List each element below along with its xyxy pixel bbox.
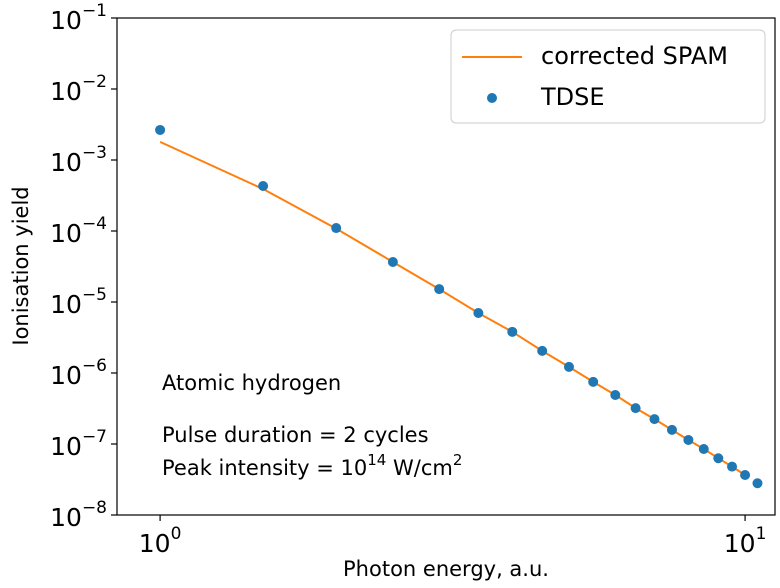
annotation-superscript: 14 — [367, 451, 386, 469]
data-point — [434, 284, 445, 295]
data-point — [683, 434, 694, 445]
y-tick-label-exponent: −2 — [82, 72, 107, 92]
data-point — [740, 469, 751, 480]
annotation-text: W/cm — [386, 456, 453, 480]
annotation: Peak intensity = 1014 W/cm2 — [162, 451, 462, 481]
data-point — [666, 424, 677, 435]
data-point — [698, 444, 709, 455]
y-tick-label-base: 10 — [50, 432, 82, 461]
data-point — [155, 124, 166, 135]
legend-marker — [487, 93, 497, 103]
y-tick-label-exponent: −1 — [82, 1, 107, 21]
data-point — [610, 389, 621, 400]
y-tick-label-exponent: −8 — [82, 498, 107, 518]
y-tick-label-base: 10 — [50, 503, 82, 532]
y-tick-label-exponent: −7 — [82, 427, 107, 447]
y-tick-label: 10−5 — [50, 285, 107, 319]
data-point — [331, 223, 342, 234]
y-tick-label-base: 10 — [50, 219, 82, 248]
data-point — [727, 461, 738, 472]
data-point — [563, 361, 574, 372]
x-tick-label: 101 — [724, 524, 767, 558]
annotation-text: Pulse duration = 2 cycles — [162, 423, 429, 447]
data-point — [387, 256, 398, 267]
data-point — [537, 345, 548, 356]
y-tick-label-exponent: −5 — [82, 285, 107, 305]
y-tick-label: 10−6 — [50, 356, 107, 390]
y-tick-label-base: 10 — [50, 6, 82, 35]
data-point — [713, 453, 724, 464]
legend-box — [450, 29, 766, 124]
x-tick-label-base: 10 — [724, 529, 756, 558]
y-tick-label-exponent: −3 — [82, 143, 107, 163]
data-point — [752, 478, 763, 489]
annotation: Pulse duration = 2 cycles — [162, 423, 429, 447]
y-tick-label: 10−2 — [50, 72, 107, 106]
y-tick-label-base: 10 — [50, 290, 82, 319]
x-tick-label: 100 — [139, 524, 182, 558]
plot-frame — [116, 17, 776, 516]
y-tick-label: 10−7 — [50, 427, 107, 461]
data-point — [507, 326, 518, 337]
legend-label: TDSE — [540, 83, 605, 111]
y-tick-label-exponent: −4 — [82, 214, 107, 234]
x-tick-label-exponent: 1 — [756, 524, 767, 544]
y-tick-label: 10−1 — [50, 1, 107, 35]
x-axis-label: Photon energy, a.u. — [343, 557, 549, 581]
data-point — [258, 181, 269, 192]
annotation-superscript: 2 — [453, 451, 463, 469]
annotation-text: Peak intensity = 10 — [162, 456, 367, 480]
x-tick-label-exponent: 0 — [171, 524, 182, 544]
y-tick-label-base: 10 — [50, 148, 82, 177]
y-tick-label: 10−3 — [50, 143, 107, 177]
legend-label: corrected SPAM — [541, 42, 728, 70]
annotation-text: Atomic hydrogen — [162, 371, 341, 395]
data-point — [630, 403, 641, 414]
data-point — [473, 307, 484, 318]
x-tick-label-base: 10 — [139, 529, 171, 558]
y-tick-label-base: 10 — [50, 361, 82, 390]
data-point — [649, 414, 660, 425]
y-tick-label: 10−4 — [50, 214, 107, 248]
y-tick-label-base: 10 — [50, 77, 82, 106]
data-point — [588, 376, 599, 387]
annotation: Atomic hydrogen — [162, 371, 341, 395]
y-tick-label-exponent: −6 — [82, 356, 107, 376]
y-axis-label: Ionisation yield — [9, 186, 33, 345]
y-tick-label: 10−8 — [50, 498, 107, 532]
